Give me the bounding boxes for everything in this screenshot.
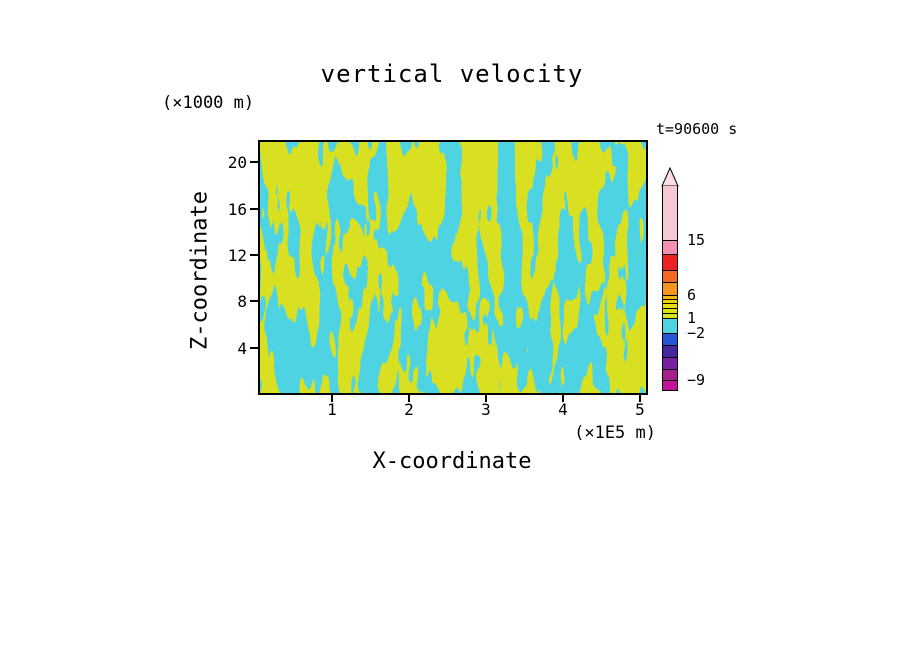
- colorbar-segment-9: [663, 313, 677, 318]
- x-tick-label: 3: [481, 400, 491, 419]
- z-tick-label: 16: [227, 200, 247, 219]
- velocity-field: [260, 142, 646, 393]
- z-tick-label: 4: [237, 339, 247, 358]
- colorbar-segment-10: [663, 318, 677, 333]
- colorbar-label: 15: [687, 231, 706, 249]
- z-tick-mark: [250, 208, 258, 210]
- z-tick-mark: [250, 254, 258, 256]
- x-axis-unit: (×1E5 m): [574, 423, 656, 443]
- x-tick-label: 5: [635, 400, 645, 419]
- colorbar-label: 6: [687, 286, 697, 304]
- colorbar-segment-7: [663, 303, 677, 308]
- colorbar-segment-2: [663, 254, 677, 270]
- colorbar-label: −9: [687, 371, 706, 389]
- z-tick-mark: [250, 161, 258, 163]
- colorbar-label: −2: [687, 324, 706, 342]
- x-tick-label: 2: [404, 400, 414, 419]
- x-tick-mark: [485, 395, 487, 402]
- colorbar-arrow-tip: [661, 167, 679, 187]
- colorbar-segment-12: [663, 345, 677, 357]
- colorbar-segment-11: [663, 333, 677, 345]
- colorbar-segment-8: [663, 308, 677, 313]
- plot-title: vertical velocity: [320, 60, 584, 88]
- colorbar-segment-13: [663, 357, 677, 369]
- z-tick-mark: [250, 300, 258, 302]
- x-tick-mark: [331, 395, 333, 402]
- colorbar: [662, 186, 678, 391]
- z-tick-mark: [250, 347, 258, 349]
- x-tick-mark: [408, 395, 410, 402]
- colorbar-segment-0: [663, 186, 677, 240]
- colorbar-segment-6: [663, 299, 677, 303]
- z-axis-unit: (×1000 m): [162, 93, 255, 113]
- time-annotation: t=90600 s: [656, 120, 738, 138]
- colorbar-segment-4: [663, 282, 677, 295]
- x-tick-label: 1: [327, 400, 337, 419]
- x-tick-mark: [639, 395, 641, 402]
- field-positive-region: [260, 142, 646, 393]
- z-tick-label: 12: [227, 246, 247, 265]
- colorbar-segment-15: [663, 380, 677, 390]
- colorbar-segment-5: [663, 295, 677, 299]
- z-tick-label: 20: [227, 153, 247, 172]
- colorbar-segment-3: [663, 270, 677, 282]
- colorbar-segment-14: [663, 369, 677, 380]
- x-tick-label: 4: [558, 400, 568, 419]
- colorbar-arrow-polygon: [661, 167, 679, 187]
- x-tick-mark: [562, 395, 564, 402]
- z-tick-label: 8: [237, 292, 247, 311]
- x-axis-label: X-coordinate: [372, 449, 532, 474]
- colorbar-segment-1: [663, 240, 677, 254]
- plot-area: [258, 140, 648, 395]
- colorbar-label: 1: [687, 309, 697, 327]
